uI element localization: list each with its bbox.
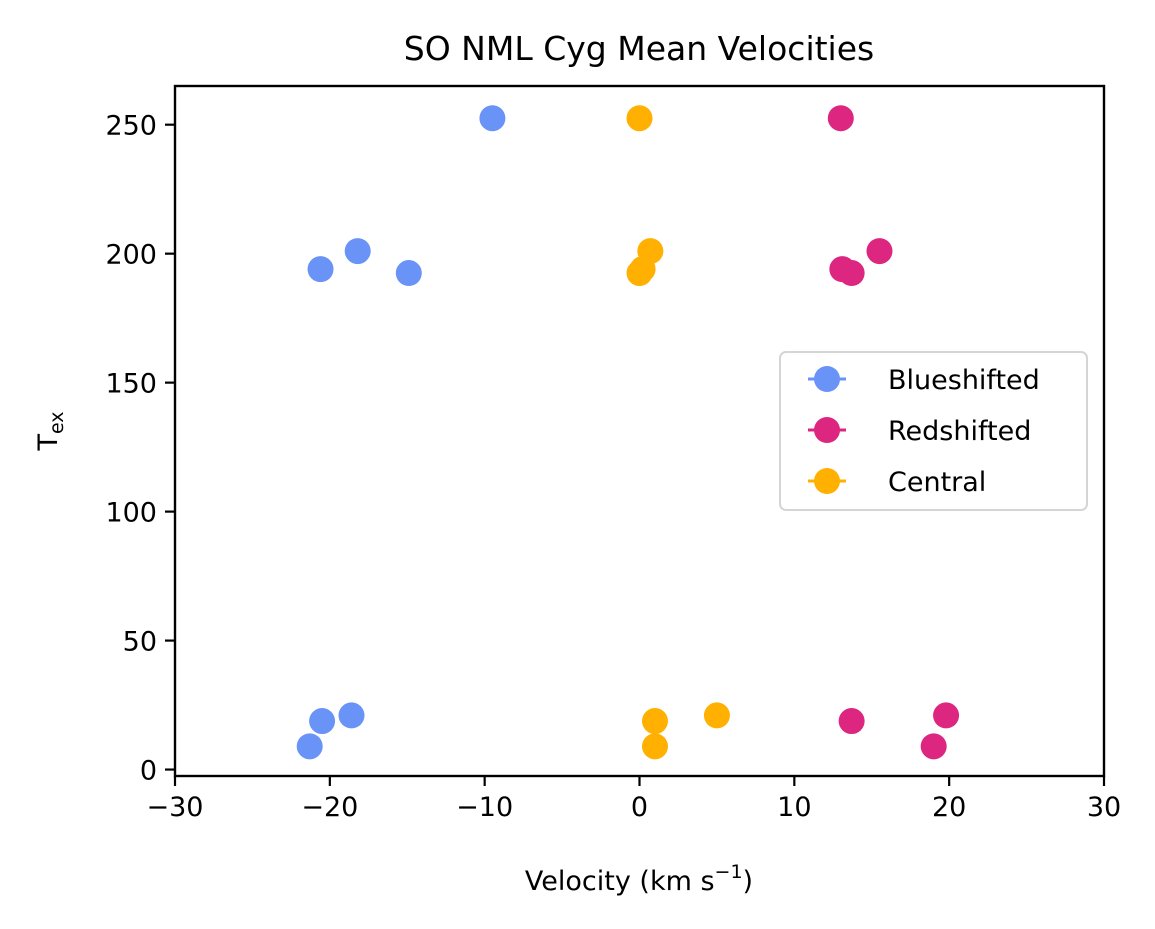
points-layer	[296, 105, 960, 760]
data-point-central	[641, 733, 668, 760]
data-point-redshifted	[933, 702, 960, 729]
data-point-blueshifted	[344, 238, 371, 265]
x-tick-label: 30	[1087, 792, 1121, 823]
y-tick-label: 250	[105, 111, 157, 142]
data-point-central	[626, 105, 653, 132]
data-point-blueshifted	[296, 733, 323, 760]
legend: Blueshifted Redshifted Central	[779, 351, 1088, 511]
legend-label-central: Central	[888, 467, 986, 498]
y-tick-label: 100	[105, 498, 157, 529]
data-point-blueshifted	[338, 702, 365, 729]
legend-label-redshifted: Redshifted	[888, 416, 1031, 447]
legend-label-blueshifted: Blueshifted	[888, 365, 1040, 396]
x-axis-label-text: Velocity (km s	[525, 866, 715, 897]
x-axis-label: Velocity (km s−1)	[525, 861, 753, 897]
data-point-redshifted	[827, 105, 854, 132]
y-axis-label-base: T	[33, 434, 64, 452]
legend-marker-redshifted	[814, 417, 840, 443]
legend-marker-blueshifted	[814, 366, 840, 392]
x-axis-label-exponent: −1	[715, 861, 743, 883]
data-point-blueshifted	[307, 256, 334, 283]
x-tick-label: −20	[301, 792, 358, 823]
data-point-redshifted	[866, 238, 893, 265]
x-tick-label: 20	[932, 792, 966, 823]
data-point-redshifted	[838, 708, 865, 735]
legend-marker-central	[814, 468, 840, 494]
data-point-redshifted	[838, 260, 865, 287]
chart-title: SO NML Cyg Mean Velocities	[404, 29, 874, 68]
x-tick-label: −30	[147, 792, 204, 823]
y-axis-label-subscript: ex	[46, 411, 68, 434]
x-tick-label: 0	[631, 792, 648, 823]
y-tick-label: 150	[105, 369, 157, 400]
legend-box	[779, 351, 1088, 511]
data-point-central	[703, 702, 730, 729]
data-point-central	[641, 708, 668, 735]
y-axis-label: Tex	[33, 411, 68, 451]
data-point-blueshifted	[395, 260, 422, 287]
x-axis: −30 −20 −10 0 10 20 30	[147, 776, 1121, 823]
y-axis: 0 50 100 150 200 250	[105, 111, 175, 787]
data-point-central	[626, 260, 653, 287]
data-point-blueshifted	[479, 105, 506, 132]
y-tick-label: 0	[140, 756, 157, 787]
x-tick-label: 10	[777, 792, 811, 823]
data-point-blueshifted	[309, 708, 336, 735]
y-tick-label: 50	[123, 627, 157, 658]
x-tick-label: −10	[456, 792, 513, 823]
data-point-redshifted	[920, 733, 947, 760]
y-tick-label: 200	[105, 240, 157, 271]
x-axis-label-close: )	[743, 866, 754, 897]
